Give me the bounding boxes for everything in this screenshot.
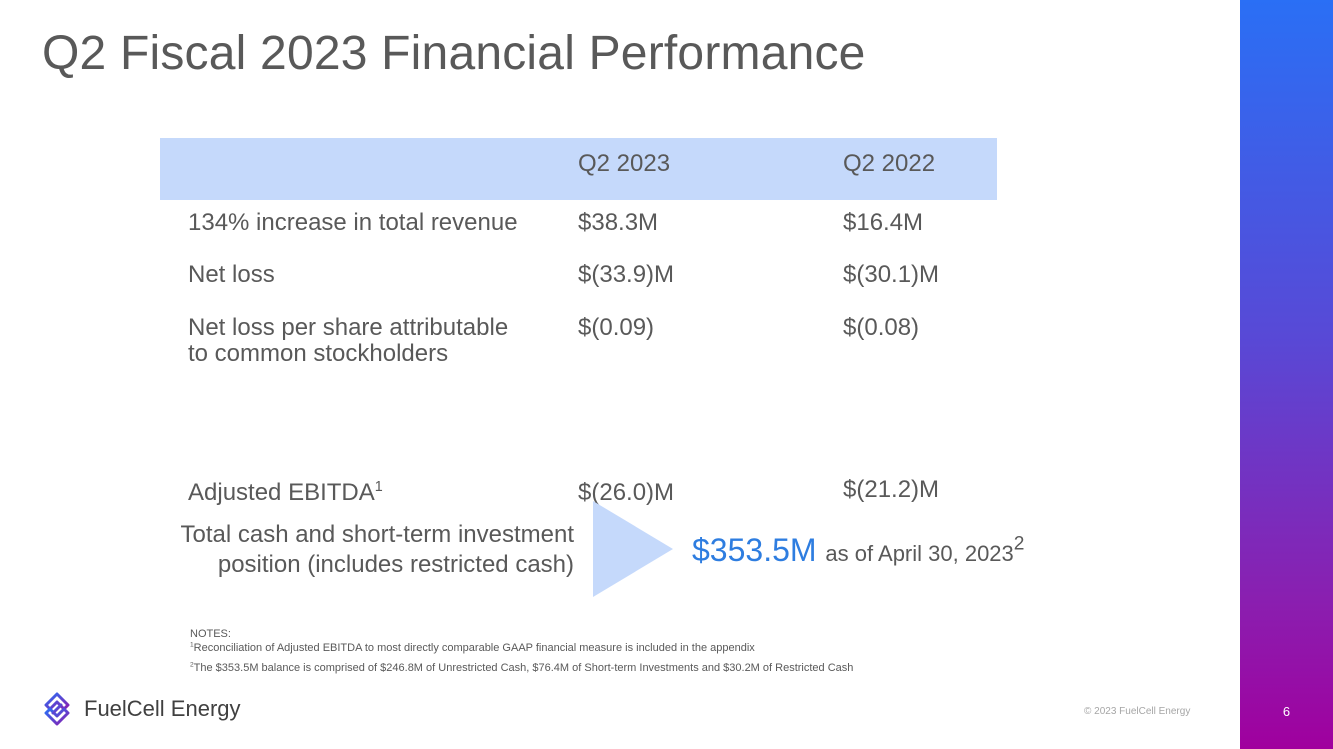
- row-value-q2-2022: $(0.08): [843, 314, 920, 341]
- note-2-text: The $353.5M balance is comprised of $246…: [193, 662, 854, 674]
- note-2: 2The $353.5M balance is comprised of $24…: [190, 661, 853, 675]
- note-1-marker: 1: [190, 641, 194, 649]
- cash-as-of-date: as of April 30, 2023: [825, 541, 1014, 566]
- note-1: 1Reconciliation of Adjusted EBITDA to mo…: [190, 641, 853, 655]
- note-1-text: Reconciliation of Adjusted EBITDA to mos…: [193, 642, 755, 654]
- logo-text: FuelCell Energy: [84, 696, 241, 721]
- row-value-q2-2022: $(30.1)M: [843, 261, 940, 288]
- note-2-marker: 2: [190, 661, 194, 669]
- row-label: Net loss: [188, 261, 275, 288]
- company-logo: FuelCell Energy: [40, 692, 241, 726]
- row-label: Adjusted EBITDA1: [188, 480, 383, 506]
- arrow-right-icon: [593, 501, 673, 597]
- cash-label-line1: Total cash and short-term investment: [180, 521, 574, 548]
- cash-position-value: $353.5M as of April 30, 20232: [692, 532, 1024, 569]
- footnote-marker: 1: [374, 479, 383, 495]
- page-number: 6: [1282, 704, 1291, 719]
- footnote-marker: 2: [1013, 533, 1025, 555]
- cash-label-line2: position (includes restricted cash): [217, 551, 574, 578]
- copyright: © 2023 FuelCell Energy: [1084, 706, 1191, 717]
- row-value-q2-2023: $38.3M: [578, 209, 659, 236]
- side-gradient-bar: [1240, 0, 1333, 749]
- row-value-q2-2022: $16.4M: [843, 209, 924, 236]
- cash-position-label: Total cash and short-term investment pos…: [120, 520, 574, 580]
- row-label: 134% increase in total revenue: [188, 209, 518, 236]
- row-value-q2-2023: $(33.9)M: [578, 261, 675, 288]
- slide-title: Q2 Fiscal 2023 Financial Performance: [42, 27, 866, 80]
- footnotes: NOTES: 1Reconciliation of Adjusted EBITD…: [190, 627, 853, 675]
- header-q2-2023: Q2 2023: [578, 150, 671, 177]
- row-value-q2-2023: $(0.09): [578, 314, 655, 341]
- table-header: Q2 2023 Q2 2022: [160, 138, 997, 200]
- header-q2-2022: Q2 2022: [843, 150, 936, 177]
- row-label-line2: to common stockholders: [188, 340, 449, 367]
- financial-table: Q2 2023 Q2 2022 134% increase in total r…: [160, 138, 997, 506]
- notes-heading: NOTES:: [190, 628, 231, 640]
- cash-amount: $353.5M: [692, 532, 817, 568]
- row-label-line1: Net loss per share attributable: [188, 314, 509, 341]
- fuelcell-logo-icon: [44, 692, 70, 726]
- row-label-text: Adjusted EBITDA: [188, 479, 375, 506]
- row-value-q2-2022: $(21.2)M: [843, 476, 940, 503]
